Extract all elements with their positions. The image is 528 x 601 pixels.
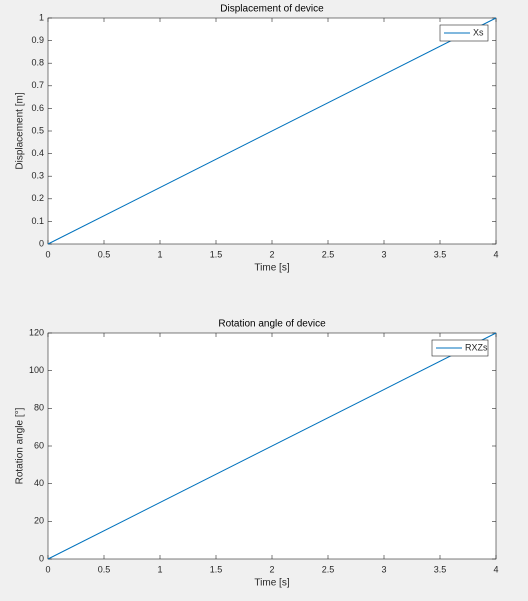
data-line	[47, 17, 497, 245]
y-tick-label: 0.1	[31, 216, 44, 226]
x-tick-label: 0.5	[98, 564, 111, 574]
chart: 0 0.5 1 1.5 2 2.5 3 3.5 4 0 0.1 0.2 0.3 0.4 0.5 0.6 0.7 0…	[15, 4, 499, 274]
y-tick-label: 0.2	[31, 193, 44, 203]
y-tick-label: 100	[29, 365, 44, 375]
x-tick-label: 4	[493, 249, 498, 259]
y-tick-label: 0.5	[31, 125, 44, 135]
chart-title: Displacement of device	[220, 4, 324, 15]
y-tick-label: 0.3	[31, 171, 44, 181]
x-tick-label: 1	[157, 249, 162, 259]
legend-label: RXZs	[465, 342, 488, 352]
x-tick-label: 1.5	[210, 249, 223, 259]
chart-title: Rotation angle of device	[218, 319, 326, 330]
y-tick-label: 0.8	[31, 58, 44, 68]
y-axis-label: Displacement [m]	[15, 92, 26, 169]
legend-label: Xs	[473, 27, 484, 37]
y-tick-label: 120	[29, 327, 44, 337]
x-tick-label: 0	[45, 249, 50, 259]
x-tick-label: 2.5	[322, 564, 335, 574]
x-tick-label: 1.5	[210, 564, 223, 574]
x-tick-label: 0	[45, 564, 50, 574]
x-axis-label: Time [s]	[254, 263, 289, 274]
x-tick-label: 2.5	[322, 249, 335, 259]
x-tick-label: 0.5	[98, 249, 111, 259]
x-tick-label: 3.5	[434, 249, 447, 259]
y-tick-label: 80	[34, 403, 44, 413]
x-tick-label: 2	[269, 249, 274, 259]
x-tick-label: 1	[157, 564, 162, 574]
data-line	[47, 332, 497, 560]
x-tick-label: 3	[381, 249, 386, 259]
x-tick-label: 4	[493, 564, 498, 574]
x-tick-label: 2	[269, 564, 274, 574]
y-tick-label: 0.7	[31, 80, 44, 90]
y-tick-label: 0.4	[31, 148, 44, 158]
y-tick-label: 0	[39, 238, 44, 248]
x-axis-label: Time [s]	[254, 578, 289, 589]
y-tick-label: 60	[34, 440, 44, 450]
x-tick-label: 3	[381, 564, 386, 574]
y-tick-label: 40	[34, 478, 44, 488]
y-axis-label: Rotation angle [°]	[15, 407, 26, 484]
y-tick-label: 20	[34, 516, 44, 526]
x-tick-label: 3.5	[434, 564, 447, 574]
y-tick-label: 0.6	[31, 103, 44, 113]
y-tick-label: 0.9	[31, 35, 44, 45]
y-tick-label: 0	[39, 553, 44, 563]
y-tick-label: 1	[39, 12, 44, 22]
chart: 0 0.5 1 1.5 2 2.5 3 3.5 4020406080100120Rotation…	[15, 319, 499, 589]
